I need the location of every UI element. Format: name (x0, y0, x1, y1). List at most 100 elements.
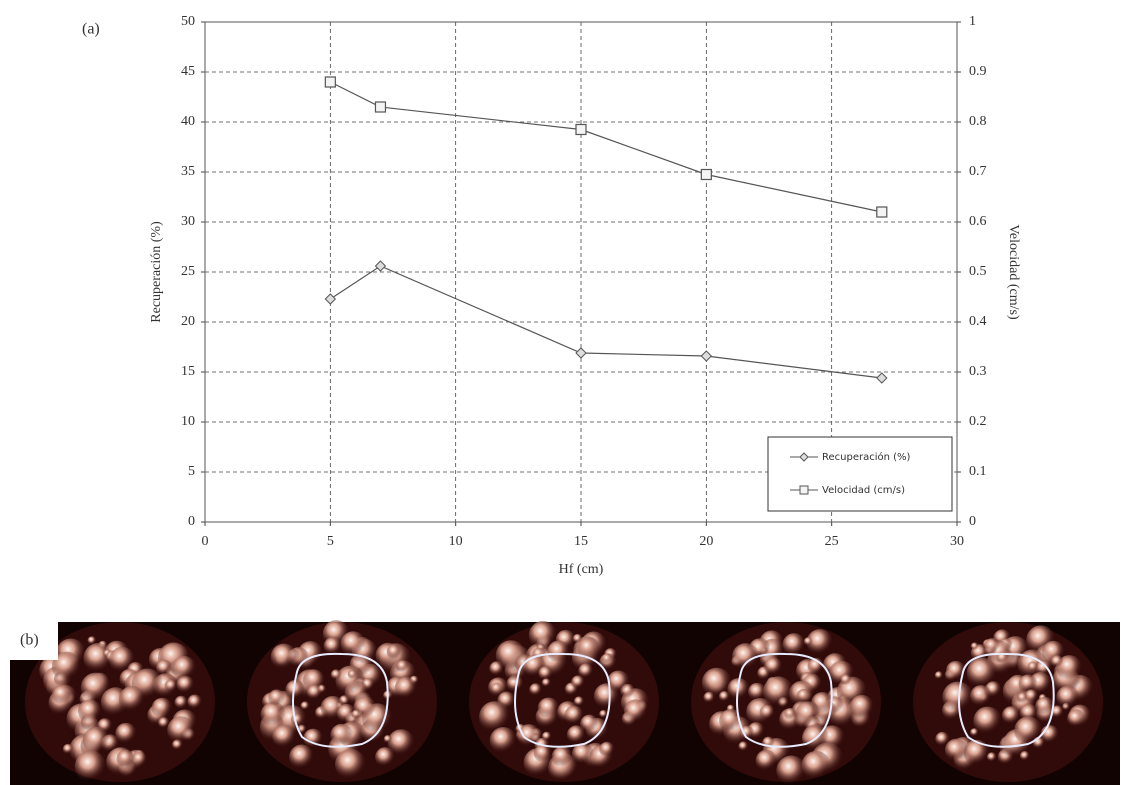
y-tick-label: 5 (188, 464, 195, 479)
y2-tick-label: 0.4 (969, 314, 987, 329)
bubble (963, 739, 990, 766)
legend-label: Velocidad (cm/s) (822, 485, 905, 496)
bubble (396, 660, 409, 673)
marker (575, 347, 587, 359)
y2-axis-label: Velocidad (cm/s) (1006, 224, 1021, 320)
bubble (607, 670, 631, 694)
bubble (335, 748, 367, 781)
bubble (1050, 705, 1064, 719)
bubble (303, 669, 325, 692)
marker (374, 101, 387, 113)
plot-frame (204, 21, 958, 523)
bubble (776, 755, 807, 785)
panel-label: (a) (82, 21, 100, 38)
bubble (801, 750, 831, 781)
bubble (62, 743, 74, 755)
bubble (335, 665, 366, 696)
bubble (748, 682, 767, 701)
bubble (795, 701, 821, 727)
bubble (580, 714, 599, 734)
marker (876, 372, 888, 384)
y-tick-label: 15 (181, 364, 195, 379)
bubble (538, 666, 553, 681)
bubble (806, 629, 834, 656)
y-axis-label: Recuperación (%) (149, 221, 164, 323)
marker (700, 350, 713, 362)
bubble (566, 725, 586, 745)
panel-label: (b) (20, 632, 39, 649)
bubble (351, 709, 362, 720)
bubble (942, 681, 974, 713)
bubble (572, 633, 583, 644)
legend-label: Recuperación (%) (822, 451, 911, 463)
bubble (970, 728, 979, 737)
bubble (490, 682, 504, 695)
bubble (945, 660, 966, 681)
y2-tick-label: 0.1 (969, 464, 987, 479)
bubble (115, 722, 137, 745)
x-tick-label: 10 (449, 534, 463, 549)
bubble (537, 697, 560, 720)
bubble (732, 643, 760, 671)
bubble (599, 709, 608, 719)
bubble (387, 729, 415, 757)
bubble (158, 717, 170, 729)
bubble (330, 723, 354, 747)
bubble (1056, 685, 1080, 709)
bubble (762, 676, 794, 707)
bubble-photos (10, 620, 1120, 785)
bubble (340, 631, 367, 657)
bubble (701, 667, 732, 698)
bubble-outline (736, 652, 833, 748)
y2-tick-label: 1 (969, 14, 976, 29)
bubble (300, 701, 310, 711)
y-tick-label: 40 (181, 114, 195, 129)
y-tick-label: 10 (181, 414, 195, 429)
chart: 0510152025303540455000.10.20.30.40.50.60… (149, 14, 1021, 577)
legend-marker (799, 485, 809, 495)
marker (575, 123, 587, 136)
bubble (74, 750, 107, 783)
bubble (719, 709, 743, 733)
y2-tick-label: 0.2 (969, 414, 987, 429)
bubble (551, 746, 573, 768)
bubble (323, 636, 342, 656)
bubble (973, 706, 1002, 736)
bubble (164, 679, 178, 692)
bubble (1014, 716, 1043, 745)
bubble (51, 651, 82, 682)
y-tick-label: 35 (181, 164, 195, 179)
bubble (935, 731, 950, 747)
y2-tick-label: 0.6 (969, 214, 987, 229)
y2-tick-label: 0.9 (969, 64, 987, 79)
bubble (176, 675, 195, 694)
bubble (375, 747, 396, 768)
bubble (1040, 725, 1060, 744)
bubble (541, 731, 552, 742)
x-tick-label: 0 (202, 534, 209, 549)
bubble (268, 689, 286, 707)
y-tick-label: 30 (181, 214, 195, 229)
bubble (738, 741, 749, 752)
bubble (285, 679, 306, 700)
bubble (394, 676, 418, 700)
bubble (578, 663, 594, 679)
bubble (571, 743, 594, 765)
bubble (489, 726, 517, 755)
bubble (82, 726, 110, 754)
bubble (306, 684, 323, 701)
bubble (577, 637, 600, 660)
bubble (718, 691, 730, 703)
bubble (517, 724, 541, 748)
y2-tick-label: 0.8 (969, 114, 987, 129)
bubble (849, 694, 874, 719)
bubble (289, 744, 315, 770)
y-tick-label: 25 (181, 264, 195, 279)
bubble-outline (958, 652, 1055, 748)
bubble (270, 643, 298, 671)
marker (324, 293, 337, 305)
x-tick-label: 30 (950, 534, 964, 549)
bubble (970, 684, 993, 707)
x-tick-label: 15 (574, 534, 588, 549)
